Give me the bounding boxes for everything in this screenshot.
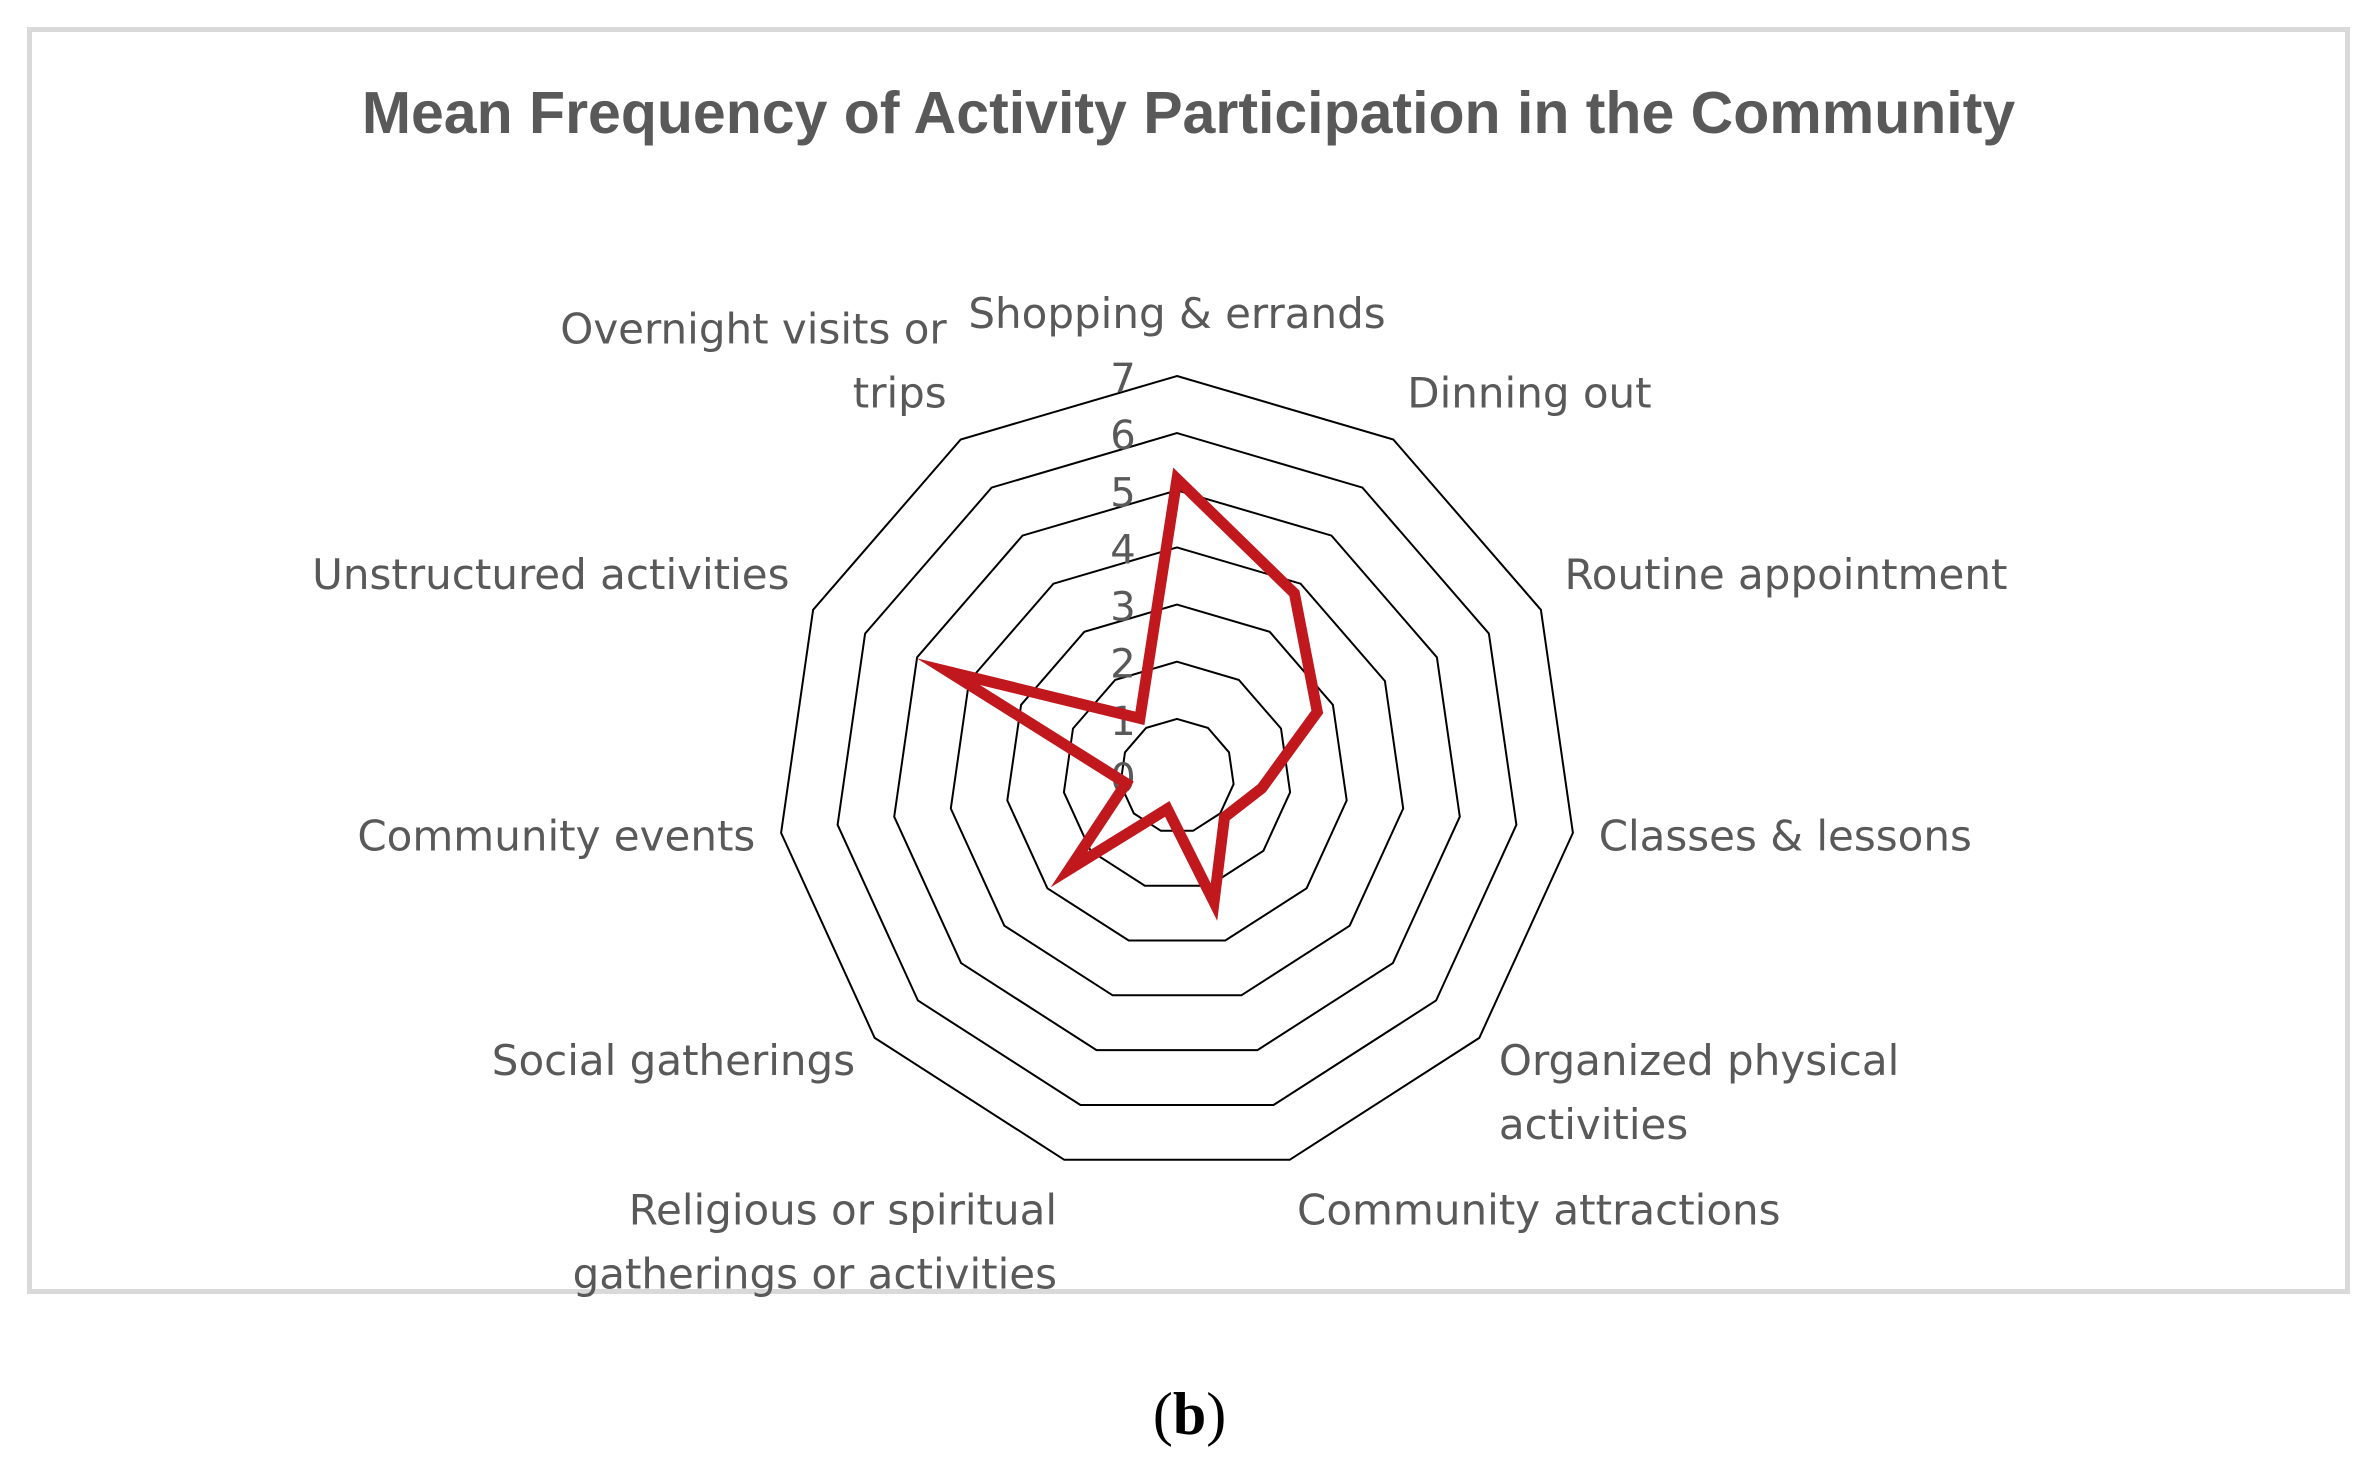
- category-label: Community attractions: [1297, 1186, 1781, 1235]
- chart-title: Mean Frequency of Activity Participation…: [361, 80, 2016, 146]
- category-label: Shopping & errands: [968, 289, 1385, 338]
- series-layer: [916, 467, 1324, 921]
- caption-close: ): [1206, 1381, 1227, 1447]
- grid-ring-7: [780, 374, 1574, 1161]
- grid-ring-3: [1006, 603, 1348, 942]
- chart-frame: [27, 27, 2350, 1294]
- data-point: [1291, 590, 1298, 597]
- grid-ring-2: [1062, 660, 1292, 887]
- radial-tick-label: 4: [1110, 527, 1135, 573]
- data-point: [1174, 475, 1180, 482]
- category-label: Classes & lessons: [1599, 812, 1972, 861]
- radial-tick-label: 7: [1110, 356, 1135, 402]
- radial-tick-label: 3: [1110, 585, 1135, 631]
- radial-tick-label: 6: [1110, 413, 1135, 459]
- caption-open: (: [1152, 1381, 1173, 1447]
- radial-tick-label: 2: [1110, 642, 1135, 688]
- data-point: [1136, 715, 1143, 722]
- data-point: [1066, 866, 1072, 873]
- category-label: Social gatherings: [492, 1036, 855, 1085]
- category-labels: Shopping & errands Dinning out Routine app…: [312, 289, 2007, 1299]
- grid-ring-6: [836, 432, 1518, 1106]
- data-point: [1221, 814, 1228, 821]
- data-point: [1314, 708, 1321, 715]
- data-point: [1164, 805, 1171, 812]
- data-point: [1211, 899, 1217, 906]
- data-point: [1123, 780, 1130, 787]
- grid-ring-4: [949, 546, 1405, 997]
- category-label: Routine appointment: [1565, 550, 2008, 599]
- data-point: [945, 668, 952, 675]
- grid-ring-1: [1119, 717, 1235, 832]
- category-label: Overnight visits or trips: [560, 305, 947, 418]
- grid-ring-5: [893, 489, 1461, 1052]
- series-line: [916, 467, 1324, 921]
- data-point: [1258, 785, 1265, 792]
- caption-letter: b: [1172, 1381, 1207, 1447]
- category-label: Unstructured activities: [312, 550, 789, 599]
- category-label: Community events: [357, 812, 755, 861]
- category-label: Organized physical activities: [1499, 1036, 1899, 1149]
- radial-tick-label: 5: [1110, 470, 1135, 516]
- category-label: Religious or spiritual gatherings or acti…: [573, 1186, 1057, 1299]
- category-label: Dinning out: [1407, 369, 1651, 418]
- figure-caption: (b): [0, 1380, 2379, 1449]
